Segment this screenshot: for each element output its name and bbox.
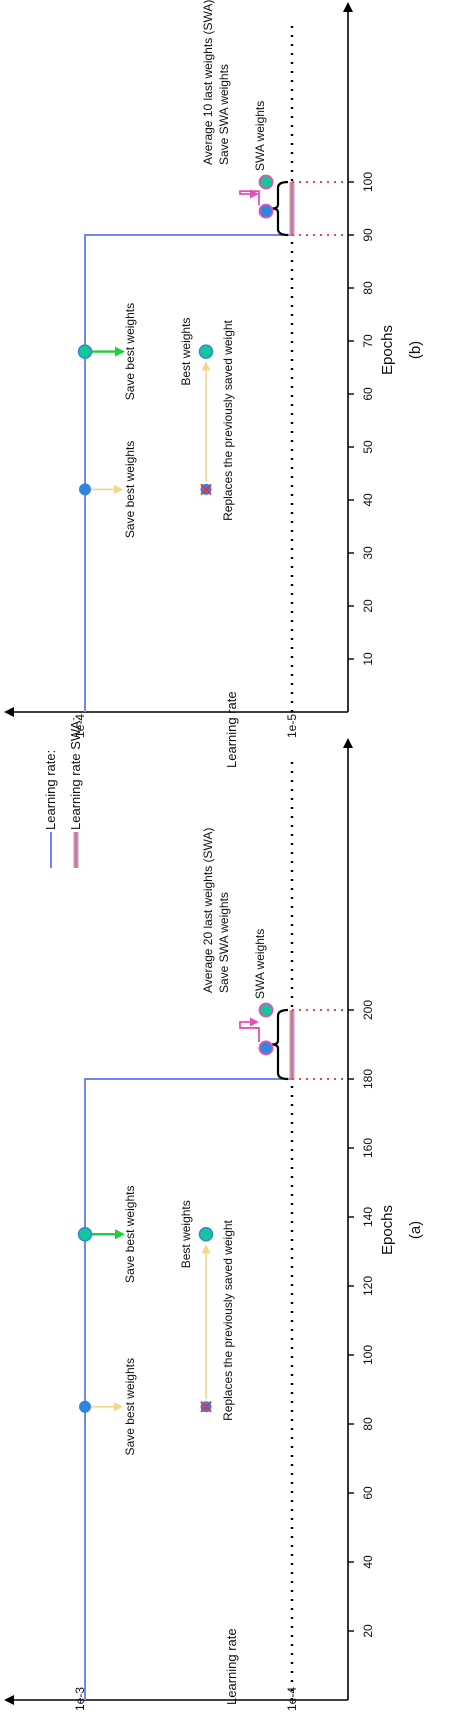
- best-label: Best weights: [179, 318, 193, 386]
- x-tick-label: 70: [361, 334, 375, 348]
- panel-caption: (b): [407, 341, 424, 359]
- swa-weights-point: [258, 174, 274, 190]
- x-tick-label: 180: [361, 1069, 375, 1089]
- save-label-2: Save best weights: [123, 1186, 137, 1283]
- x-tick-label: 50: [361, 440, 375, 454]
- legend-lr-label: Learning rate:: [43, 750, 58, 830]
- x-tick-label: 90: [361, 228, 375, 242]
- swa-avg-arrow: [239, 189, 260, 206]
- x-tick-label: 140: [361, 1207, 375, 1227]
- x-tick-label: 200: [361, 1000, 375, 1020]
- y-axis-label: Learning rate: [224, 691, 239, 768]
- save-label-1: Save best weights: [123, 441, 137, 538]
- swa-weights-label: SWA weights: [253, 101, 267, 171]
- swa-save-point: [258, 203, 274, 219]
- x-tick-label: 80: [361, 281, 375, 295]
- best-point: [198, 344, 214, 359]
- swa-weights-point: [258, 1002, 274, 1018]
- plot-b: Save best weights Save best weights Best w…: [77, 0, 348, 712]
- swa-avg-label: Average 20 last weights (SWA): [201, 828, 215, 993]
- x-tick-label: 100: [361, 1345, 375, 1365]
- panel-a: 20 40 60 80 100 120 140 160 180 200 1e-3 1e-4 Lea…: [4, 738, 424, 1711]
- save-point-2: [77, 1227, 93, 1242]
- swa-avg-arrow: [239, 1017, 260, 1042]
- x-tick-label: 40: [361, 493, 375, 507]
- swa-save-label: Save SWA weights: [217, 64, 231, 165]
- save-label-2: Save best weights: [123, 303, 137, 400]
- replaced-cross: [200, 483, 212, 496]
- x-ticks: 20 40 60 80 100 120 140 160 180 200: [348, 1000, 375, 1638]
- x-axis-label: Epochs: [379, 1205, 396, 1255]
- x-tick-label: 20: [361, 599, 375, 613]
- x-tick-label: 160: [361, 1138, 375, 1158]
- y-tick-high: 1e-4: [73, 714, 87, 738]
- legend-swa-label: Learning rate SWA:: [68, 717, 83, 830]
- panel-a-axes: [4, 738, 353, 1705]
- lr-line: [84, 1078, 292, 1700]
- swa-weights-label: SWA weights: [253, 929, 267, 999]
- x-tick-label: 60: [361, 387, 375, 401]
- x-tick-label: 80: [361, 1417, 375, 1431]
- save-point-1: [79, 483, 91, 496]
- panel-b: 10 20 30 40 50 60 70 80 90 100 1e-4 1e-5 Learning…: [4, 0, 424, 768]
- x-tick-label: 20: [361, 1624, 375, 1638]
- replaces-label: Replaces the previously saved weight: [221, 319, 235, 520]
- panel-b-axes: [4, 2, 353, 717]
- y-axis-label: Learning rate: [224, 1628, 239, 1705]
- replaces-label: Replaces the previously saved weight: [221, 1219, 235, 1420]
- swa-avg-label: Average 10 last weights (SWA): [201, 0, 215, 165]
- legend: Learning rate: Learning rate SWA:: [43, 717, 83, 868]
- save-point-1: [79, 1400, 91, 1413]
- swa-brace: [271, 180, 289, 237]
- y-tick-low: 1e-5: [285, 714, 299, 738]
- lr-line: [84, 234, 292, 712]
- plot-a: Save best weights Save best weights Best w…: [77, 828, 348, 1700]
- x-tick-label: 40: [361, 1555, 375, 1569]
- x-tick-label: 100: [361, 172, 375, 192]
- x-tick-label: 30: [361, 546, 375, 560]
- swa-brace: [271, 1008, 289, 1081]
- swa-save-label: Save SWA weights: [217, 892, 231, 993]
- panel-caption: (a): [407, 1221, 424, 1239]
- best-point: [198, 1227, 214, 1242]
- save-label-1: Save best weights: [123, 1358, 137, 1455]
- best-label: Best weights: [179, 1200, 193, 1268]
- y-tick-low: 1e-4: [285, 1687, 299, 1710]
- save-point-2: [77, 344, 93, 359]
- x-tick-label: 60: [361, 1486, 375, 1500]
- x-ticks: 10 20 30 40 50 60 70 80 90 100: [348, 172, 375, 666]
- swa-save-point: [258, 1040, 274, 1056]
- y-tick-high: 1e-3: [73, 1687, 87, 1710]
- x-tick-label: 120: [361, 1276, 375, 1296]
- x-axis-label: Epochs: [379, 325, 396, 375]
- x-tick-label: 10: [361, 652, 375, 666]
- replaced-cross: [200, 1401, 212, 1413]
